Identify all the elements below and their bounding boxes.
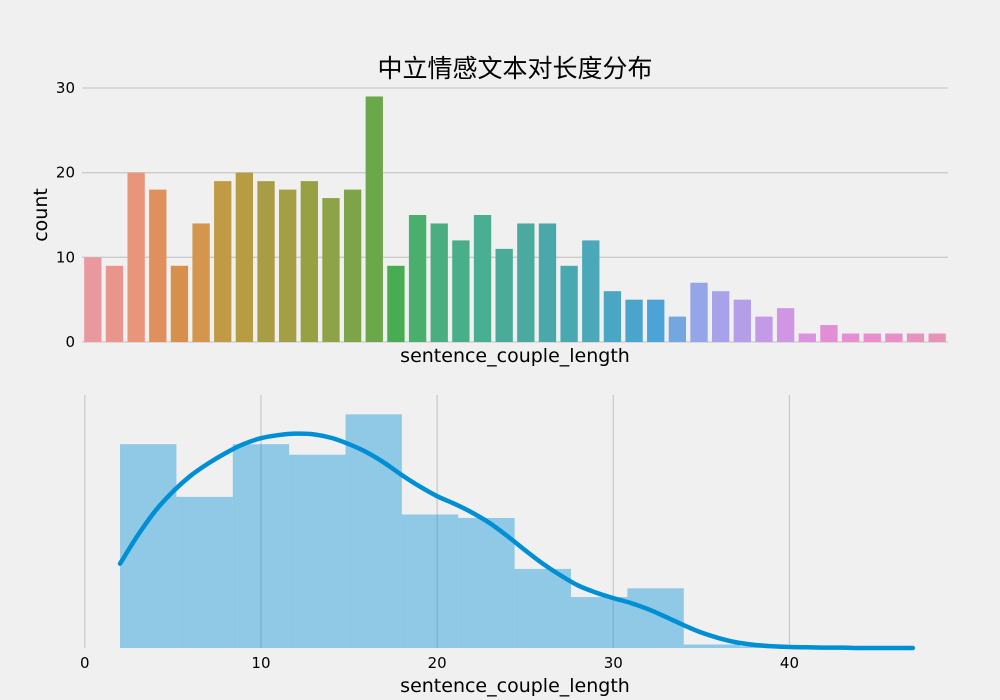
top-y-tick-label: 30 — [56, 79, 75, 97]
bottom-x-tick-label: 30 — [604, 654, 623, 672]
count-bar — [538, 223, 557, 342]
count-bar — [473, 215, 492, 342]
count-bar — [170, 265, 189, 342]
count-bar — [279, 189, 297, 342]
histogram-bin — [289, 454, 346, 648]
count-bar — [690, 282, 708, 342]
count-bar-chart: 中立情感文本对长度分布 0 10 20 30 count sentence_coupl… — [30, 54, 948, 367]
top-y-axis-label: count — [30, 188, 52, 242]
count-bar — [906, 333, 925, 342]
count-bar — [668, 316, 687, 342]
count-bar — [408, 215, 427, 342]
count-bar — [84, 257, 102, 342]
top-y-tick-label: 10 — [56, 248, 75, 266]
count-bar — [149, 189, 167, 342]
count-bar — [517, 223, 535, 342]
count-bar — [712, 291, 730, 342]
count-bar — [430, 223, 448, 342]
count-bar — [755, 316, 773, 342]
count-bar — [300, 181, 318, 342]
top-y-tick-labels: 0 10 20 30 — [56, 79, 75, 351]
count-bar — [776, 308, 795, 342]
count-bar — [322, 198, 340, 342]
top-y-tick-label: 0 — [65, 333, 75, 351]
histogram-bin — [458, 517, 515, 648]
histogram-bin — [627, 588, 684, 648]
count-bar — [863, 333, 881, 342]
histogram-bin — [232, 444, 290, 648]
histogram-bin — [401, 514, 459, 648]
bottom-x-tick-labels: 0 10 20 30 40 — [80, 654, 799, 672]
histogram-bin — [345, 414, 402, 648]
count-bar — [257, 181, 275, 342]
count-bar — [365, 96, 383, 342]
histogram-bins — [120, 414, 910, 648]
count-bar — [235, 172, 254, 342]
count-bar — [343, 189, 362, 342]
histogram-bin — [683, 644, 741, 648]
count-bar — [452, 240, 470, 342]
bottom-x-tick-label: 10 — [251, 654, 270, 672]
count-bar — [192, 223, 210, 342]
histogram-kde-chart: 0 10 20 30 40 sentence_couple_length — [80, 395, 916, 697]
count-bar — [820, 325, 838, 342]
count-bar — [798, 333, 816, 342]
bottom-x-tick-label: 40 — [780, 654, 799, 672]
count-bar — [885, 333, 903, 342]
count-bar — [841, 333, 860, 342]
top-y-tick-label: 20 — [56, 164, 75, 182]
count-bar — [387, 265, 405, 342]
chart-title: 中立情感文本对长度分布 — [377, 54, 652, 83]
count-bar — [495, 248, 513, 342]
histogram-bin — [571, 597, 628, 648]
count-bar — [582, 240, 600, 342]
count-bar — [647, 299, 665, 342]
count-bars — [84, 96, 946, 342]
count-bar — [733, 299, 751, 342]
top-x-axis-label: sentence_couple_length — [400, 345, 630, 367]
bottom-x-tick-label: 20 — [428, 654, 447, 672]
count-bar — [625, 299, 643, 342]
histogram-bin — [514, 568, 572, 648]
kde-curve — [117, 431, 916, 651]
count-bar — [214, 181, 232, 342]
count-bar — [105, 265, 124, 342]
count-bar — [127, 172, 145, 342]
count-bar — [603, 291, 622, 342]
top-gridlines — [82, 87, 948, 343]
bottom-x-axis-label: sentence_couple_length — [400, 675, 630, 697]
histogram-bin — [176, 496, 233, 648]
count-bar — [928, 333, 946, 342]
bottom-x-tick-label: 0 — [80, 654, 90, 672]
count-bar — [560, 265, 578, 342]
